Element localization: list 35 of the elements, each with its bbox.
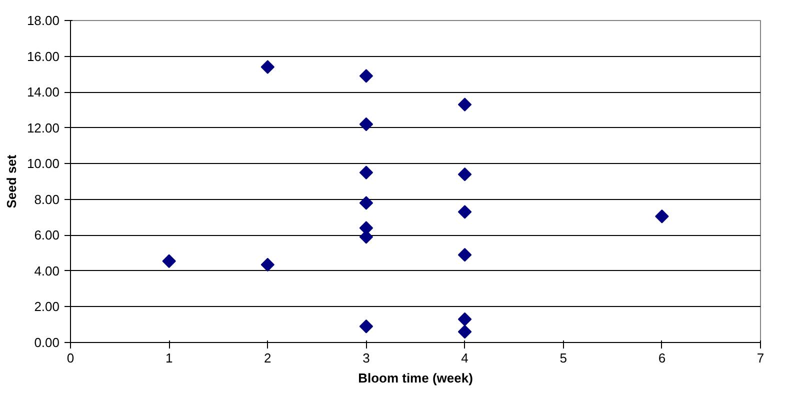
point (458, 167, 472, 182)
y-tick-label: 16.00 (26, 48, 60, 64)
y-tick-label: 0.00 (34, 335, 60, 350)
point (162, 254, 176, 268)
point (655, 210, 669, 224)
point (359, 320, 374, 334)
x-tick-label: 4 (461, 350, 468, 366)
x-tick-label: 3 (362, 350, 370, 366)
x-tick-label: 7 (756, 350, 764, 366)
point (458, 312, 472, 326)
y-tick-label: 18.00 (26, 13, 60, 28)
point (359, 117, 374, 132)
x-tick-label: 1 (165, 350, 173, 366)
point (260, 60, 275, 74)
point (458, 98, 472, 112)
x-axis-title: Bloom time (week) (358, 370, 473, 386)
point (359, 69, 374, 83)
x-tick-label: 2 (264, 350, 272, 366)
x-tick-label: 0 (66, 350, 74, 366)
y-tick-label: 10.00 (26, 156, 60, 172)
y-tick-label: 8.00 (34, 192, 60, 207)
point (359, 196, 374, 210)
y-tick-label: 6.00 (34, 228, 60, 243)
point (260, 258, 275, 272)
x-tick-label: 5 (560, 350, 567, 366)
y-axis-title: Seed set (4, 154, 19, 208)
y-tick-label: 14.00 (26, 84, 60, 100)
point (458, 324, 472, 339)
y-tick-label: 4.00 (34, 263, 60, 278)
y-tick-label: 12.00 (26, 120, 60, 136)
y-tick-label: 2.00 (34, 299, 60, 314)
point (359, 166, 374, 180)
point (458, 205, 472, 219)
point (458, 248, 472, 262)
x-tick-label: 6 (658, 350, 666, 366)
